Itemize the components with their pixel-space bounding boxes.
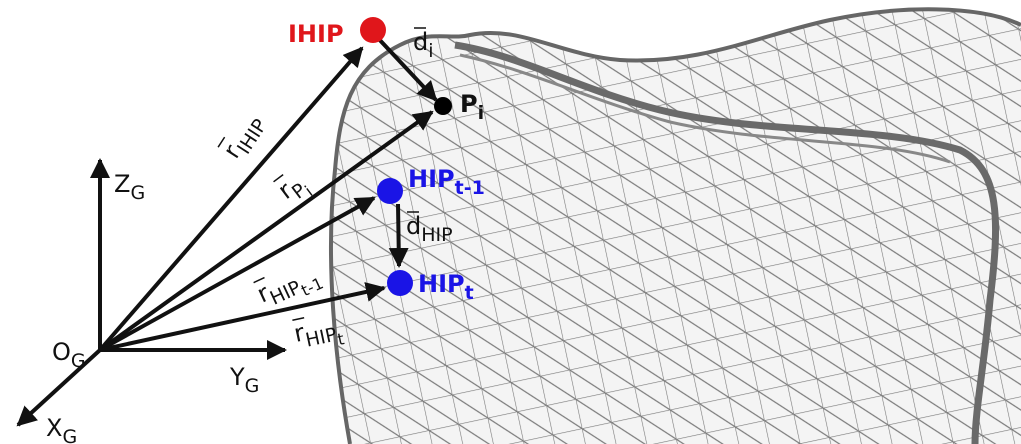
label-base: O [52,338,71,366]
label: rPi [273,167,316,213]
label-sub: HIP [304,324,339,352]
label-sub: G [245,375,260,397]
label-sub: i [428,40,433,62]
label-sub: HIP [421,224,452,246]
label: OG [52,338,86,372]
label-sub: t [465,282,474,304]
label-base: d [406,212,421,240]
label: XG [46,414,77,444]
label-text: YG [229,363,259,397]
diagram: IHIPdiPiZGYGXGOGHIPt-1dHIPHIPtrIHIPrPirH… [0,0,1021,444]
label-text: IHIP [288,20,344,48]
label-base: HIP [418,270,465,298]
label-base: IHIP [288,20,344,48]
label-base: d [413,28,428,56]
label-base: P [460,90,478,118]
label-text: ZG [114,170,145,204]
label-sub: G [130,182,145,204]
label-base: X [46,414,62,442]
label-text: rPi [273,167,316,213]
label-sub: G [62,426,77,444]
label-text: rIHIP [218,109,272,167]
label-text: XG [46,414,77,444]
label-text: OG [52,338,86,372]
label: IHIP [288,20,344,48]
label-base: Z [114,170,130,198]
label-sub: G [71,350,86,372]
label-sub: i [478,102,485,124]
tooth-mesh [320,0,1021,444]
label: rIHIP [218,109,272,167]
label-sub: t-1 [455,177,485,199]
label-base: HIP [408,165,455,193]
label-base: Y [229,363,245,391]
label: YG [229,363,259,397]
label: ZG [114,170,145,204]
